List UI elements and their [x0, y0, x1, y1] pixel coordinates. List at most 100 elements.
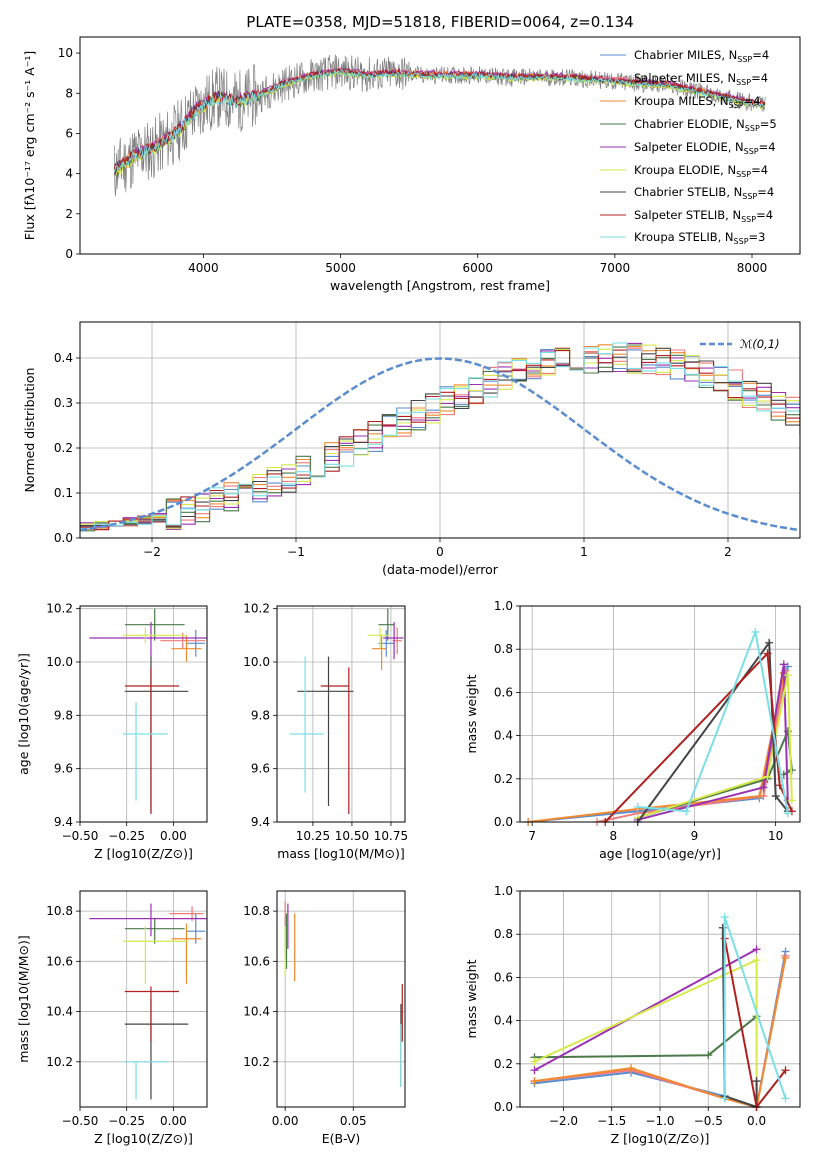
- y-tick-label: 0.0: [494, 815, 513, 829]
- legend-label-salpeter-elodie: Salpeter ELODIE, NSSP=4: [634, 140, 776, 156]
- mass-weight-marker-chabrier-elodie: [704, 1051, 713, 1060]
- age-vs-mass-panel: 10.25 10.50 10.75 9.4 9.6 9.8 10.0 10.2 mass [lo…: [243, 602, 408, 861]
- mass-weight-marker-kroupa-elodie: [783, 671, 792, 680]
- y-tick-label: 10.4: [46, 1005, 73, 1019]
- mass-weight-marker-kroupa-elodie: [787, 796, 796, 805]
- x-tick-label: −0.50: [62, 829, 99, 843]
- mass-weight-marker-salpeter-stelib: [763, 649, 772, 658]
- y-tick-label: 8: [65, 86, 73, 100]
- x-tick-label: −0.25: [108, 829, 145, 843]
- mass-weight-marker-kroupa-elodie: [530, 1057, 539, 1066]
- y-tick-label: 9.8: [251, 708, 270, 722]
- mass-weight-marker-kroupa-miles: [755, 792, 764, 801]
- x-tick-label: 7000: [600, 261, 631, 275]
- mass-weight-marker-chabrier-stelib: [765, 638, 774, 647]
- y-tick-label: 4: [65, 167, 73, 181]
- x-tick-label: 8000: [737, 261, 768, 275]
- x-axis-label: E(B-V): [322, 1131, 361, 1146]
- y-tick-label: 9.4: [54, 815, 73, 829]
- y-tick-label: 0.4: [494, 729, 513, 743]
- legend-label-salpeter-miles: Salpeter MILES, NSSP=4: [634, 71, 768, 87]
- x-tick-label: 0.00: [160, 1114, 187, 1128]
- y-tick-label: 0.4: [494, 1014, 513, 1028]
- y-tick-label: 2: [65, 207, 73, 221]
- y-tick-label: 0.4: [54, 351, 73, 365]
- x-tick-label: 5000: [325, 261, 356, 275]
- x-axis-label: (data-model)/error: [382, 562, 499, 577]
- x-tick-label: 6000: [462, 261, 493, 275]
- x-tick-label: 0.05: [340, 1114, 367, 1128]
- mass-weight-line-chabrier-stelib: [636, 639, 789, 822]
- y-tick-label: 0.2: [494, 1057, 513, 1071]
- y-tick-label: 0.6: [494, 685, 513, 699]
- y-tick-label: 10.4: [243, 1005, 270, 1019]
- mass-weight-vs-age-panel: 7 8 9 10 0.0 0.2 0.4 0.6 0.8 1.0 age [log10(age/yr…: [464, 599, 801, 861]
- y-tick-label: 10.2: [243, 602, 270, 616]
- y-tick-label: 10.8: [243, 904, 270, 918]
- x-tick-label: 1: [580, 545, 588, 559]
- y-tick-label: 0.8: [494, 642, 513, 656]
- error-point-kroupa-miles: [171, 635, 202, 662]
- x-axis-label: mass [log10(M/M⊙)]: [277, 846, 405, 861]
- error-point-chabrier-miles: [186, 630, 206, 657]
- x-tick-label: −1.5: [597, 1114, 626, 1128]
- y-tick-label: 0: [65, 247, 73, 261]
- mass-weight-marker-chabrier-stelib: [771, 792, 780, 801]
- model-spectrum-salpeter-stelib: [113, 66, 766, 169]
- mass-weight-vs-metallicity-panel: −2.0 −1.5 −1.0 −0.5 0.0 0.0 0.2 0.4 0.6 0.8 1.0 Z […: [464, 884, 801, 1146]
- error-point-salpeter-elodie: [89, 903, 207, 937]
- age-vs-metallicity-panel: −0.50 −0.25 0.00 9.4 9.6 9.8 10.0 10.2 Z [log10(…: [16, 602, 208, 861]
- plot-frame: [79, 890, 208, 1108]
- x-tick-label: 7: [528, 829, 536, 843]
- y-tick-label: 9.6: [251, 762, 270, 776]
- y-tick-label: 0.0: [54, 531, 73, 545]
- y-tick-label: 0.6: [494, 970, 513, 984]
- error-point-salpeter-elodie: [383, 622, 404, 660]
- mass-weight-marker-kroupa-stelib: [720, 1094, 729, 1103]
- x-tick-label: 0.00: [160, 829, 187, 843]
- x-axis-label: Z [log10(Z/Z⊙)]: [94, 1131, 193, 1146]
- spectrum-panel: 4000 5000 6000 7000 8000 0 2 4 6 8 10 wavelength [A…: [22, 36, 801, 293]
- plot-frame: [79, 321, 801, 539]
- y-tick-label: 9.6: [54, 762, 73, 776]
- y-tick-label: 10.2: [46, 1055, 73, 1069]
- mass-vs-extinction-panel: 0.00 0.05 10.2 10.4 10.6 10.8 E(B-V): [243, 890, 406, 1146]
- legend-label-chabrier-miles: Chabrier MILES, NSSP=4: [634, 48, 769, 64]
- error-point-salpeter-stelib: [320, 667, 350, 814]
- legend-entry: Kroupa STELIB, NSSP=3: [600, 230, 765, 246]
- mass-weight-marker-chabrier-miles: [783, 662, 792, 671]
- error-point-salpeter-stelib: [124, 667, 179, 814]
- y-tick-label: 0.2: [494, 772, 513, 786]
- histogram-legend: ℳ(0,1): [700, 337, 780, 351]
- y-tick-label: 1.0: [494, 884, 513, 898]
- x-axis-label: Z [log10(Z/Z⊙)]: [94, 846, 193, 861]
- plot-frame: [276, 605, 406, 823]
- legend-label-salpeter-stelib: Salpeter STELIB, NSSP=4: [634, 208, 773, 224]
- legend-entry: Salpeter STELIB, NSSP=4: [600, 208, 773, 224]
- mass-weight-marker-salpeter-elodie: [779, 660, 788, 669]
- y-tick-label: 9.4: [251, 815, 270, 829]
- mass-weight-marker-kroupa-elodie: [763, 772, 772, 781]
- y-tick-label: 0.8: [494, 927, 513, 941]
- plot-frame: [79, 605, 208, 823]
- x-tick-label: 8: [610, 829, 618, 843]
- y-tick-label: 10.2: [46, 602, 73, 616]
- x-tick-label: 9: [691, 829, 699, 843]
- legend-label-kroupa-elodie: Kroupa ELODIE, NSSP=4: [634, 163, 768, 179]
- y-axis-label: age [log10(age/yr)]: [16, 653, 31, 775]
- x-tick-label: 0.0: [747, 1114, 766, 1128]
- x-tick-label: −1: [287, 545, 305, 559]
- y-axis-label: mass weight: [464, 959, 479, 1038]
- histogram-kroupa-stelib: [80, 342, 800, 529]
- y-tick-label: 0.3: [54, 396, 73, 410]
- legend-label-kroupa-stelib: Kroupa STELIB, NSSP=3: [634, 230, 765, 246]
- mass-weight-marker-kroupa-elodie: [752, 956, 761, 965]
- x-tick-label: 10.50: [335, 829, 369, 843]
- y-tick-label: 10.2: [243, 1055, 270, 1069]
- x-axis-label: wavelength [Angstrom, rest frame]: [330, 278, 550, 293]
- y-axis-label: mass weight: [464, 674, 479, 753]
- error-point-kroupa-stelib: [122, 702, 168, 801]
- error-point-salpeter-elodie: [89, 622, 207, 657]
